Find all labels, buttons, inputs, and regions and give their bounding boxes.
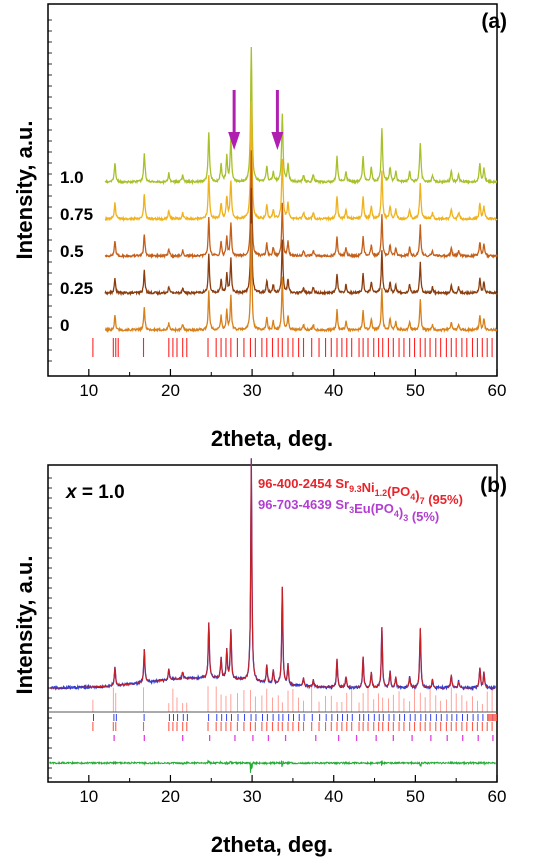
panel-a-series-labels: 0 0.25 0.5 0.75 1.0 [60, 168, 93, 335]
x-tick-label: 30 [243, 787, 262, 806]
legend-text: ) [399, 505, 403, 520]
panel-b-composition-label: x = 1.0 [65, 482, 125, 503]
panel-a-reference-ticks [92, 338, 493, 357]
panel-b-x-ticks: 10 20 30 40 50 60 [47, 775, 507, 806]
panel-b: 10 20 30 40 50 60 (b) x = 1.0 96-400-2454 Sr9… [12, 458, 507, 857]
legend-text: (95%) [425, 492, 463, 507]
legend-text: Ni [362, 480, 375, 495]
legend-subscript: 7 [420, 496, 425, 506]
series-label: 1.0 [60, 168, 84, 187]
x-tick-label: 40 [324, 787, 343, 806]
x-tick-label: 10 [79, 381, 98, 400]
legend-text: Eu(PO [354, 501, 394, 516]
panel-b-bragg-markers [92, 686, 497, 741]
x-tick-label: 50 [406, 381, 425, 400]
legend-subscript: 9.3 [349, 484, 362, 494]
legend-text: (PO [387, 484, 410, 499]
x-tick-label: 60 [488, 787, 507, 806]
calculated-pattern [49, 459, 496, 689]
legend-entry: 96-400-2454 Sr9.3Ni1.2(PO4)7 (95%) [258, 476, 463, 507]
panel-a-x-axis-title: 2theta, deg. [211, 426, 333, 451]
difference-curve [49, 759, 496, 773]
xrd-pattern-0_25 [104, 187, 498, 297]
legend-text: ) [415, 488, 419, 503]
x-tick-label: 20 [161, 381, 180, 400]
series-label: 0 [60, 316, 69, 335]
legend-entry: 96-703-4639 Sr3Eu(PO4)3 (5%) [258, 497, 439, 524]
legend-text: 96-703-4639 Sr [258, 497, 349, 512]
legend-subscript: 3 [349, 505, 354, 515]
legend-text: (5%) [408, 509, 439, 524]
legend-subscript: 4 [410, 492, 415, 502]
legend-subscript: 3 [403, 513, 408, 523]
xrd-pattern-0 [104, 223, 498, 334]
x-tick-label: 40 [324, 381, 343, 400]
x-variable: x [65, 482, 78, 503]
x-tick-label: 20 [161, 787, 180, 806]
panel-a-series [104, 46, 498, 334]
xrd-pattern-1_0 [104, 46, 498, 186]
panel-a-frame [47, 3, 498, 377]
x-tick-label: 10 [79, 787, 98, 806]
panel-b-series [48, 458, 497, 773]
x-tick-label: 30 [243, 381, 262, 400]
panel-b-y-minor-ticks [48, 477, 52, 779]
panel-b-x-axis-title: 2theta, deg. [211, 832, 333, 857]
panel-b-legend: 96-400-2454 Sr9.3Ni1.2(PO4)7 (95%)96-703… [258, 476, 463, 524]
series-label: 0.5 [60, 242, 84, 261]
xrd-pattern-0_75 [104, 100, 498, 222]
panel-b-frame [47, 464, 498, 783]
series-label: 0.75 [60, 205, 93, 224]
xrd-pattern-0_5 [104, 150, 498, 260]
panel-b-label: (b) [480, 474, 507, 497]
panel-b-y-axis-title: Intensity, a.u. [12, 556, 37, 695]
arrow-head [271, 132, 284, 150]
x-value: = 1.0 [77, 482, 125, 503]
x-tick-label: 50 [406, 787, 425, 806]
x-tick-label: 60 [488, 381, 507, 400]
panel-a-x-ticks: 10 20 30 40 50 60 [47, 19, 507, 400]
legend-subscript: 1.2 [375, 488, 388, 498]
panel-a-y-axis-title: Intensity, a.u. [12, 121, 37, 260]
arrow-head [228, 132, 241, 150]
legend-text: 96-400-2454 Sr [258, 476, 349, 491]
panel-a-arrows [228, 90, 284, 150]
legend-subscript: 4 [394, 509, 399, 519]
panel-a: 10 20 30 40 50 60 0 0.25 0.5 0.75 1.0 (a) 2theta,… [12, 3, 507, 451]
bragg-marker-cluster [487, 714, 497, 721]
series-label: 0.25 [60, 279, 93, 298]
panel-a-label: (a) [481, 10, 507, 33]
